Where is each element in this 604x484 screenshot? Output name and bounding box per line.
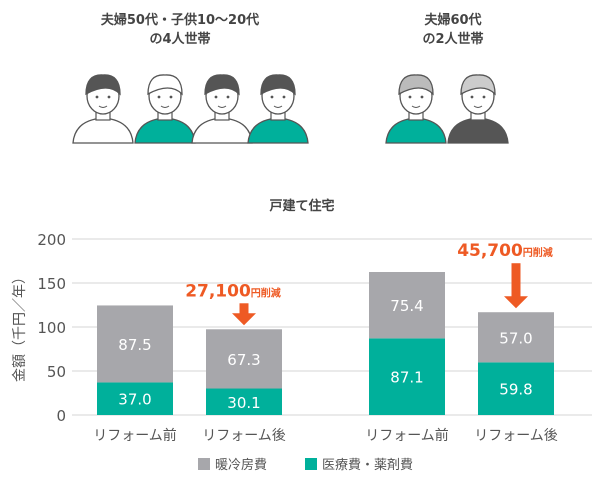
legend-label-heating: 暖冷房費 xyxy=(215,457,267,473)
hair xyxy=(398,74,434,96)
mouth xyxy=(98,105,108,108)
household-label-line1: 夫婦60代 xyxy=(424,13,482,28)
household-label-4person: 夫婦50代・子供10～20代 の4人世帯 xyxy=(60,11,300,49)
hair xyxy=(85,74,121,96)
down-arrow-head-icon xyxy=(504,296,528,309)
eye xyxy=(157,95,161,99)
bar-value-label: 75.4 xyxy=(390,297,423,315)
eye xyxy=(214,95,218,99)
eye xyxy=(270,95,274,99)
hair xyxy=(147,74,183,96)
eye xyxy=(282,95,286,99)
bar-heating xyxy=(97,305,173,383)
bar-medical xyxy=(97,382,173,415)
bar-heating xyxy=(369,272,445,339)
bar-heating xyxy=(206,329,282,389)
hair xyxy=(260,74,296,96)
y-tick-label: 200 xyxy=(37,231,66,249)
household-label-line2: の2人世帯 xyxy=(422,32,484,47)
bar-value-label: 30.1 xyxy=(227,394,260,412)
family-illustration xyxy=(72,74,509,144)
reduction-annotation: 27,100円削減 xyxy=(185,281,281,326)
mouth xyxy=(273,105,283,108)
bar-value-label: 67.3 xyxy=(227,351,260,369)
legend-swatch-medical xyxy=(305,458,317,470)
eye xyxy=(408,95,412,99)
x-tick-label: リフォーム前 xyxy=(93,427,177,444)
bar-value-label: 59.8 xyxy=(499,381,532,399)
mother-icon xyxy=(247,74,309,144)
reduction-amount: 27,100円削減 xyxy=(185,281,281,301)
household-label-line2: の4人世帯 xyxy=(149,32,211,47)
legend: 暖冷房費 医療費・薬剤費 xyxy=(198,457,413,473)
eye xyxy=(107,95,111,99)
bar-value-label: 57.0 xyxy=(499,329,532,347)
household-label-2person: 夫婦60代 の2人世帯 xyxy=(373,11,533,49)
grandfather-icon xyxy=(447,74,509,144)
reduction-annotation: 45,700円削減 xyxy=(457,241,553,309)
eye xyxy=(470,95,474,99)
reduction-unit: 円削減 xyxy=(523,246,553,259)
hair xyxy=(460,74,496,96)
bar-medical xyxy=(369,338,445,415)
legend-swatch-heating xyxy=(198,458,210,470)
y-tick-label: 100 xyxy=(37,319,66,337)
grandmother-icon xyxy=(385,74,447,144)
x-tick-label: リフォーム後 xyxy=(202,428,286,444)
chart-title: 戸建て住宅 xyxy=(269,198,334,214)
father-icon xyxy=(72,74,134,144)
reduction-amount-value: 27,100 xyxy=(185,281,251,301)
y-axis-label: 金額（千円／年） xyxy=(12,270,28,382)
eye xyxy=(169,95,173,99)
reduction-unit: 円削減 xyxy=(251,286,281,299)
eye xyxy=(420,95,424,99)
y-tick-label: 0 xyxy=(56,407,66,425)
mouth xyxy=(473,105,483,108)
bar-heating xyxy=(478,312,554,363)
eye xyxy=(226,95,230,99)
bar-medical xyxy=(206,388,282,415)
mouth xyxy=(160,105,170,108)
hair xyxy=(204,74,240,96)
down-arrow-icon xyxy=(511,263,521,299)
y-tick-label: 150 xyxy=(37,275,66,293)
legend-label-medical: 医療費・薬剤費 xyxy=(322,457,413,473)
mouth xyxy=(411,105,421,108)
down-arrow-icon xyxy=(239,303,249,316)
y-tick-label: 50 xyxy=(47,363,66,381)
household-label-line1: 夫婦50代・子供10～20代 xyxy=(100,13,260,28)
bar-value-label: 37.0 xyxy=(118,391,151,409)
eye xyxy=(95,95,99,99)
bar-value-label: 87.1 xyxy=(390,369,423,387)
son-icon xyxy=(191,74,253,144)
reduction-amount-value: 45,700 xyxy=(457,241,523,261)
x-tick-label: リフォーム前 xyxy=(365,427,449,444)
eye xyxy=(482,95,486,99)
reduction-amount: 45,700円削減 xyxy=(457,241,553,261)
bar-medical xyxy=(478,362,554,415)
mouth xyxy=(217,105,227,108)
x-tick-label: リフォーム後 xyxy=(474,428,558,444)
bar-value-label: 87.5 xyxy=(118,336,151,354)
down-arrow-head-icon xyxy=(232,313,256,326)
